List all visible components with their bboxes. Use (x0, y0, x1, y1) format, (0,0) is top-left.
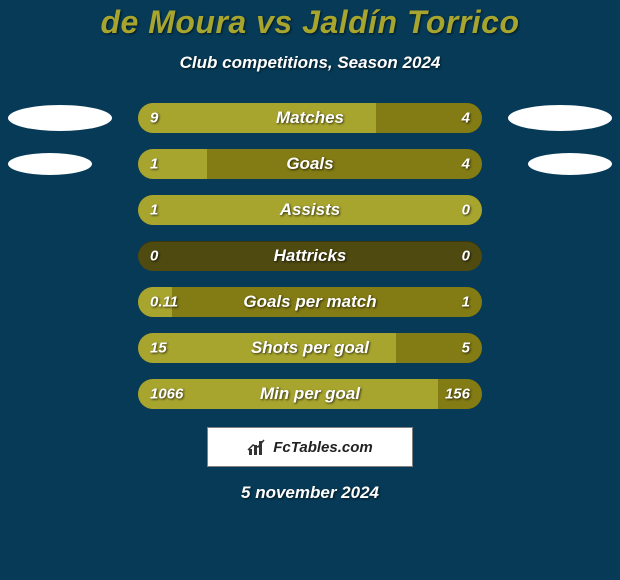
player-ellipse-left (8, 105, 112, 131)
stat-row: Hattricks0 0 (0, 233, 620, 279)
stat-bar: Matches94 (138, 103, 482, 133)
date-text: 5 november 2024 (0, 483, 620, 503)
stat-bar-left-seg (138, 379, 438, 409)
stat-bar-right-seg (376, 103, 482, 133)
stat-bar: Assists10 (138, 195, 482, 225)
stat-row: Shots per goal155 (0, 325, 620, 371)
stat-bar: Min per goal1066156 (138, 379, 482, 409)
stat-bar-left-seg (138, 333, 396, 363)
stat-bar: Hattricks0 0 (138, 241, 482, 271)
stat-row: Goals14 (0, 141, 620, 187)
stat-bar-label: Hattricks (138, 246, 482, 266)
page-subtitle: Club competitions, Season 2024 (0, 53, 620, 73)
stat-rows: Matches94 Goals14 Assists10 Hattricks0 0 Goal… (0, 95, 620, 417)
stat-bar-right-seg (172, 287, 482, 317)
player-ellipse-left (8, 153, 92, 175)
player-ellipse-right (528, 153, 612, 175)
player-ellipse-right (508, 105, 612, 131)
stat-bar: Goals per match0.111 (138, 287, 482, 317)
stat-bar-right-seg (396, 333, 482, 363)
stat-value-right: 0 (462, 248, 470, 265)
stat-bar-right-seg (207, 149, 482, 179)
stat-row: Min per goal1066156 (0, 371, 620, 417)
stat-bar-left-seg (138, 287, 172, 317)
page-title: de Moura vs Jaldín Torrico (0, 4, 620, 41)
stat-bar-right-seg (438, 379, 482, 409)
stat-bar-left-seg (138, 103, 376, 133)
stat-bar-left-seg (138, 195, 482, 225)
comparison-infographic: de Moura vs Jaldín Torrico Club competit… (0, 0, 620, 580)
source-badge: FcTables.com (207, 427, 413, 467)
stat-row: Goals per match0.111 (0, 279, 620, 325)
stat-row: Assists10 (0, 187, 620, 233)
stat-value-left: 0 (150, 248, 158, 265)
stat-row: Matches94 (0, 95, 620, 141)
stat-bar: Goals14 (138, 149, 482, 179)
chart-bars-icon (247, 437, 267, 457)
stat-bar: Shots per goal155 (138, 333, 482, 363)
source-badge-text: FcTables.com (273, 439, 372, 456)
stat-bar-left-seg (138, 149, 207, 179)
